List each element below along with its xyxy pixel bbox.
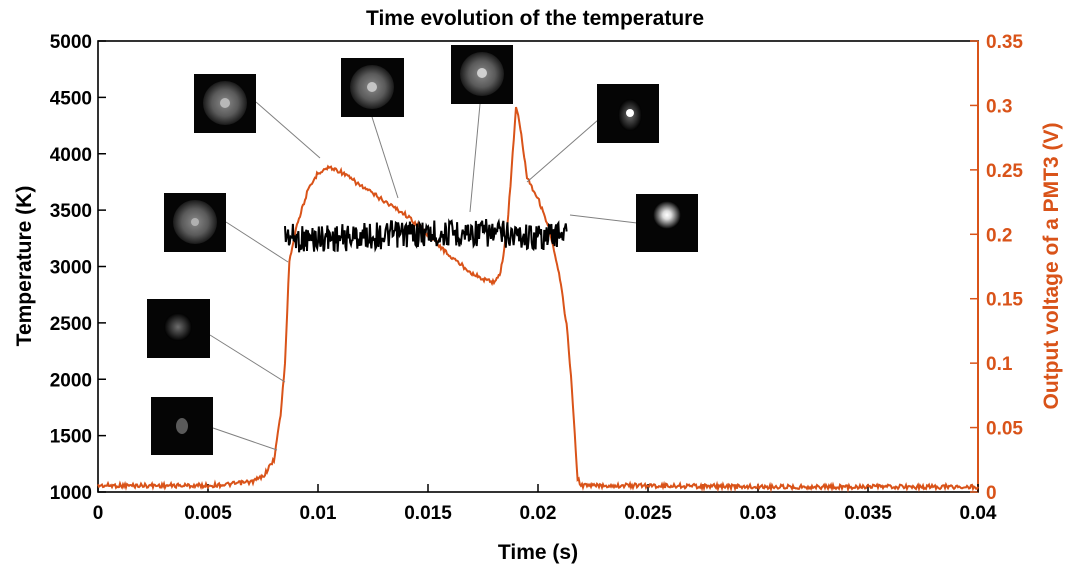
particle-image-1 — [151, 397, 213, 455]
particle-image-6 — [451, 45, 513, 104]
particle-image-8 — [636, 194, 698, 252]
particle-image-2 — [147, 299, 210, 358]
x-tick-label: 0 — [93, 503, 104, 524]
x-tick-label: 0.025 — [624, 503, 672, 524]
left-y-tick-label: 2000 — [50, 370, 92, 391]
right-y-tick-label: 0.1 — [986, 354, 1013, 375]
left-y-tick-label: 2500 — [50, 314, 92, 335]
x-tick-label: 0.035 — [844, 503, 892, 524]
x-ticks: 0 0.005 0.01 0.015 0.02 0.025 0.03 0.035 0.04 — [93, 484, 997, 524]
left-y-ticks: 1000 1500 2000 2500 3000 3500 4000 4500 5000 — [50, 32, 106, 504]
left-y-tick-label: 4500 — [50, 88, 92, 109]
x-axis-label: Time (s) — [498, 541, 578, 564]
series-line-temperature — [284, 218, 568, 253]
right-y-tick-label: 0.35 — [986, 32, 1023, 53]
left-y-tick-label: 4000 — [50, 145, 92, 166]
y-axis-label-right: Output voltage of a PMT3 (V) — [1040, 123, 1063, 410]
chart-title: Time evolution of the temperature — [366, 7, 704, 30]
particle-image-7 — [597, 84, 659, 143]
series-line-pmt-voltage — [97, 106, 979, 493]
left-y-tick-label: 1500 — [50, 427, 92, 448]
right-y-tick-label: 0 — [986, 483, 997, 504]
particle-image-4 — [194, 74, 256, 133]
particle-image-5 — [341, 58, 404, 117]
x-tick-label: 0.01 — [300, 503, 337, 524]
x-tick-label: 0.04 — [960, 503, 997, 524]
right-y-tick-label: 0.15 — [986, 290, 1023, 311]
right-y-tick-label: 0.3 — [986, 96, 1012, 117]
y-axis-label-left: Temperature (K) — [13, 186, 36, 347]
left-y-tick-label: 3500 — [50, 201, 92, 222]
right-y-tick-label: 0.2 — [986, 225, 1012, 246]
right-y-tick-label: 0.25 — [986, 161, 1023, 182]
left-y-tick-label: 3000 — [50, 258, 92, 279]
x-tick-label: 0.02 — [520, 503, 557, 524]
particle-image-3 — [164, 193, 226, 252]
right-y-ticks: 0 0.05 0.1 0.15 0.2 0.25 0.3 0.35 — [970, 32, 1023, 504]
left-y-tick-label: 5000 — [50, 32, 92, 53]
x-tick-label: 0.015 — [404, 503, 452, 524]
right-y-tick-label: 0.05 — [986, 419, 1023, 440]
x-tick-label: 0.03 — [740, 503, 777, 524]
x-tick-label: 0.005 — [184, 503, 232, 524]
image-leader-lines — [209, 101, 638, 451]
left-y-tick-label: 1000 — [50, 483, 92, 504]
